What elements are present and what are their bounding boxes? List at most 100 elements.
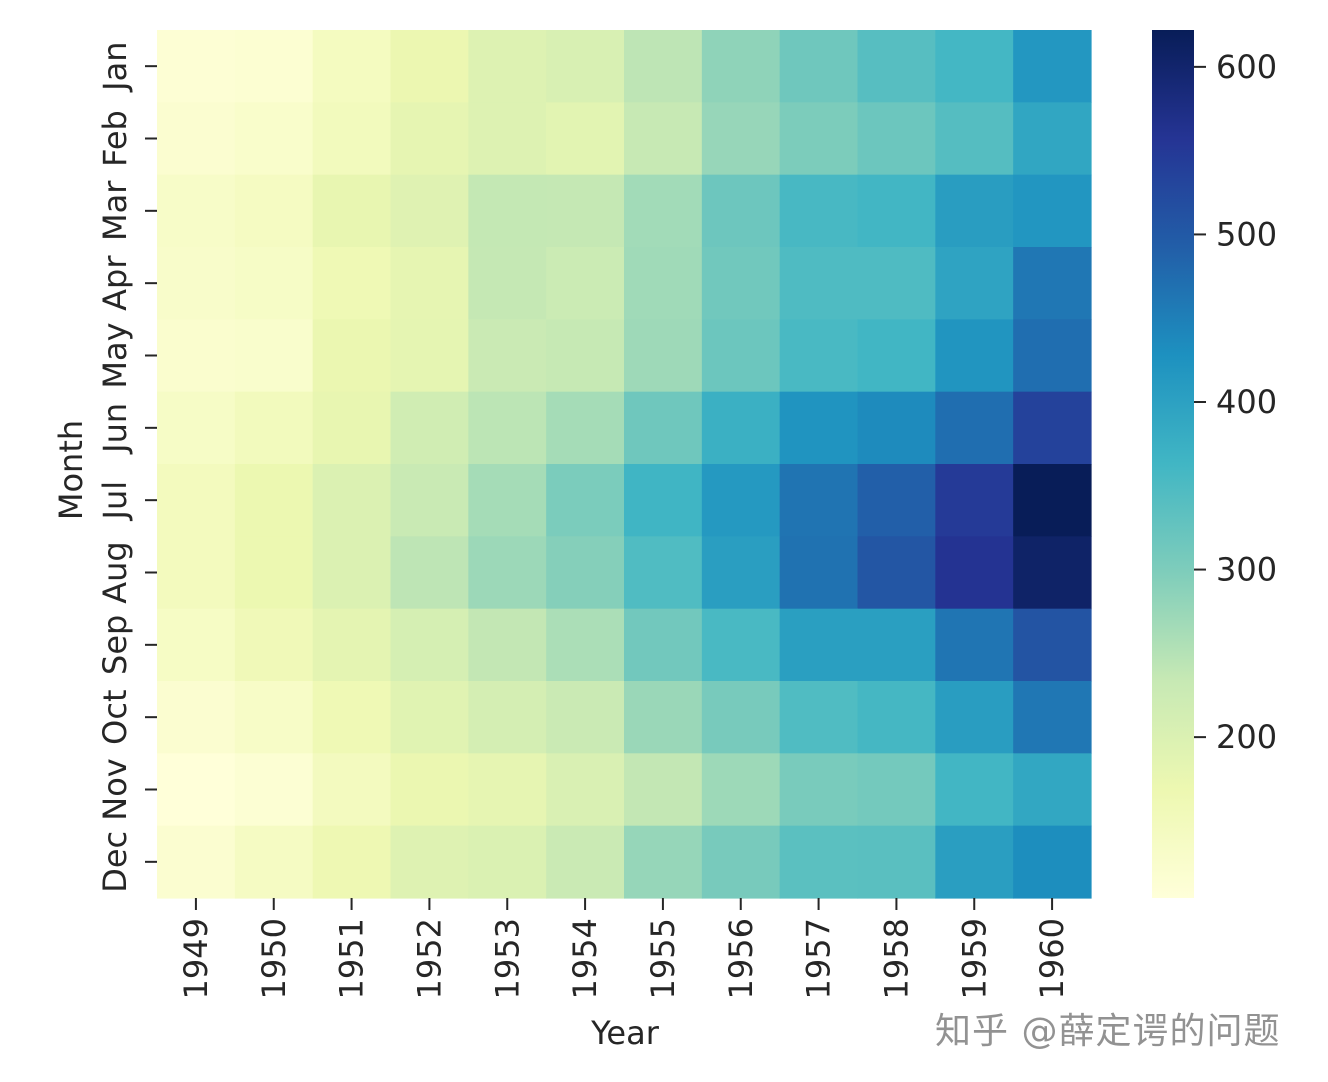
heatmap-cell-Dec-1957: [779, 825, 859, 899]
heatmap-cell-Aug-1956: [701, 536, 781, 610]
x-tick-label: 1960: [1033, 918, 1071, 999]
y-tick-label: Mar: [96, 180, 134, 241]
heatmap-cell-Feb-1960: [1013, 102, 1092, 176]
heatmap-cell-Apr-1957: [779, 247, 859, 320]
heatmap-cell-May-1949: [157, 319, 236, 393]
heatmap-cell-Feb-1951: [312, 102, 392, 176]
heatmap-cell-Jul-1954: [546, 464, 625, 537]
y-tick-label: Jun: [96, 403, 134, 455]
heatmap-cell-Dec-1954: [546, 825, 625, 899]
heatmap-cell-Dec-1958: [857, 825, 936, 899]
colorbar-tick-label: 600: [1216, 48, 1277, 86]
heatmap-cell-Jun-1949: [157, 391, 236, 465]
heatmap-cell-May-1954: [546, 319, 625, 393]
x-tick-label: 1950: [255, 918, 293, 999]
heatmap-cell-Mar-1949: [157, 174, 236, 248]
heatmap-cell-Jan-1956: [701, 30, 781, 103]
heatmap-cell-Jul-1949: [157, 464, 236, 537]
heatmap-cell-Nov-1953: [468, 753, 547, 827]
heatmap-cell-Oct-1951: [312, 681, 392, 754]
heatmap-cell-May-1958: [857, 319, 936, 393]
y-tick-label: May: [96, 322, 134, 388]
heatmap-cell-Jan-1960: [1013, 30, 1092, 103]
heatmap-cell-Nov-1952: [390, 753, 469, 827]
heatmap-cell-Nov-1951: [312, 753, 392, 827]
y-tick-label: Dec: [96, 831, 134, 893]
heatmap-cell-Jun-1960: [1013, 391, 1092, 465]
heatmap-cell-Oct-1954: [546, 681, 625, 754]
heatmap-cell-Feb-1950: [234, 102, 314, 176]
y-tick-label: Nov: [96, 758, 134, 820]
heatmap-cell-Oct-1956: [701, 681, 781, 754]
heatmap-cell-Jun-1957: [779, 391, 859, 465]
watermark: 知乎 @薛定谔的问题: [935, 1011, 1281, 1052]
heatmap-cell-Aug-1950: [234, 536, 314, 610]
x-tick-label: 1955: [644, 918, 682, 999]
heatmap-cell-Apr-1951: [312, 247, 392, 320]
y-tick-label: Apr: [96, 255, 134, 311]
x-tick-label: 1959: [955, 918, 993, 999]
heatmap-cell-Aug-1949: [157, 536, 236, 610]
heatmap-cell-Mar-1960: [1013, 174, 1092, 248]
y-tick-label: Jan: [96, 42, 134, 93]
heatmap-cell-Oct-1952: [390, 681, 469, 754]
heatmap-cell-Sep-1949: [157, 608, 236, 682]
heatmap-cell-Sep-1958: [857, 608, 936, 682]
heatmap-cell-Sep-1956: [701, 608, 781, 682]
heatmap-cell-May-1950: [234, 319, 314, 393]
heatmap-cell-Aug-1960: [1013, 536, 1092, 610]
heatmap-cell-Jan-1954: [546, 30, 625, 103]
heatmap-cell-Sep-1950: [234, 608, 314, 682]
heatmap-cell-Jan-1950: [234, 30, 314, 103]
heatmap-cells: [157, 30, 1092, 899]
y-axis-ticks: Jan Feb Mar Apr May Jun Jul Aug Sep Oct Nov Dec: [96, 42, 157, 893]
heatmap-cell-Feb-1959: [935, 102, 1014, 176]
heatmap-cell-Jul-1956: [701, 464, 781, 537]
heatmap-cell-Nov-1956: [701, 753, 781, 827]
colorbar-tick-label: 500: [1216, 215, 1277, 253]
heatmap-cell-Jan-1951: [312, 30, 392, 103]
heatmap-cell-Jun-1955: [624, 391, 703, 465]
heatmap-cell-Apr-1952: [390, 247, 469, 320]
x-tick-label: 1958: [877, 918, 915, 999]
heatmap-cell-Jun-1954: [546, 391, 625, 465]
heatmap-cell-Dec-1953: [468, 825, 547, 899]
heatmap-cell-Jan-1953: [468, 30, 547, 103]
heatmap-cell-Mar-1957: [779, 174, 859, 248]
heatmap-cell-Mar-1954: [546, 174, 625, 248]
heatmap-cell-Feb-1952: [390, 102, 469, 176]
heatmap-cell-Oct-1953: [468, 681, 547, 754]
heatmap-cell-Jan-1949: [157, 30, 236, 103]
heatmap-cell-Jan-1955: [624, 30, 703, 103]
heatmap-cell-Dec-1952: [390, 825, 469, 899]
heatmap-cell-Apr-1958: [857, 247, 936, 320]
heatmap-cell-Aug-1957: [779, 536, 859, 610]
heatmap-cell-May-1957: [779, 319, 859, 393]
heatmap-cell-Dec-1960: [1013, 825, 1092, 899]
heatmap-cell-Jun-1959: [935, 391, 1014, 465]
heatmap-cell-Dec-1949: [157, 825, 236, 899]
heatmap-cell-Jul-1957: [779, 464, 859, 537]
heatmap-cell-Mar-1958: [857, 174, 936, 248]
heatmap-cell-Jul-1959: [935, 464, 1014, 537]
heatmap-cell-Dec-1951: [312, 825, 392, 899]
heatmap-cell-Apr-1959: [935, 247, 1014, 320]
heatmap-cell-Feb-1957: [779, 102, 859, 176]
heatmap-cell-May-1956: [701, 319, 781, 393]
heatmap-cell-Dec-1955: [624, 825, 703, 899]
heatmap-cell-May-1960: [1013, 319, 1092, 393]
heatmap-cell-Apr-1954: [546, 247, 625, 320]
heatmap-cell-Jul-1960: [1013, 464, 1092, 537]
heatmap-cell-Sep-1951: [312, 608, 392, 682]
heatmap-cell-Jun-1956: [701, 391, 781, 465]
heatmap-cell-Jun-1951: [312, 391, 392, 465]
heatmap-cell-Aug-1954: [546, 536, 625, 610]
heatmap-cell-Mar-1959: [935, 174, 1014, 248]
heatmap-cell-Nov-1960: [1013, 753, 1092, 827]
heatmap-cell-Aug-1959: [935, 536, 1014, 610]
x-tick-label: 1951: [333, 918, 371, 999]
x-axis-ticks: 1949 1950 1951 1952 1953 1954 1955 1956 1957 1958…: [177, 898, 1071, 999]
y-tick-label: Sep: [96, 615, 134, 675]
heatmap-cell-Feb-1956: [701, 102, 781, 176]
